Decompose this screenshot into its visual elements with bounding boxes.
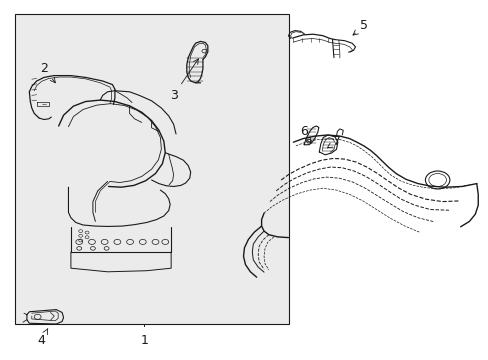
Text: 6: 6 xyxy=(300,125,310,143)
Bar xyxy=(15,14,288,324)
Text: 2: 2 xyxy=(40,62,55,83)
Text: 3: 3 xyxy=(169,59,198,102)
Text: 4: 4 xyxy=(38,328,48,347)
Text: 5: 5 xyxy=(352,19,367,35)
Text: 1: 1 xyxy=(140,334,148,347)
Text: 7: 7 xyxy=(327,135,341,148)
